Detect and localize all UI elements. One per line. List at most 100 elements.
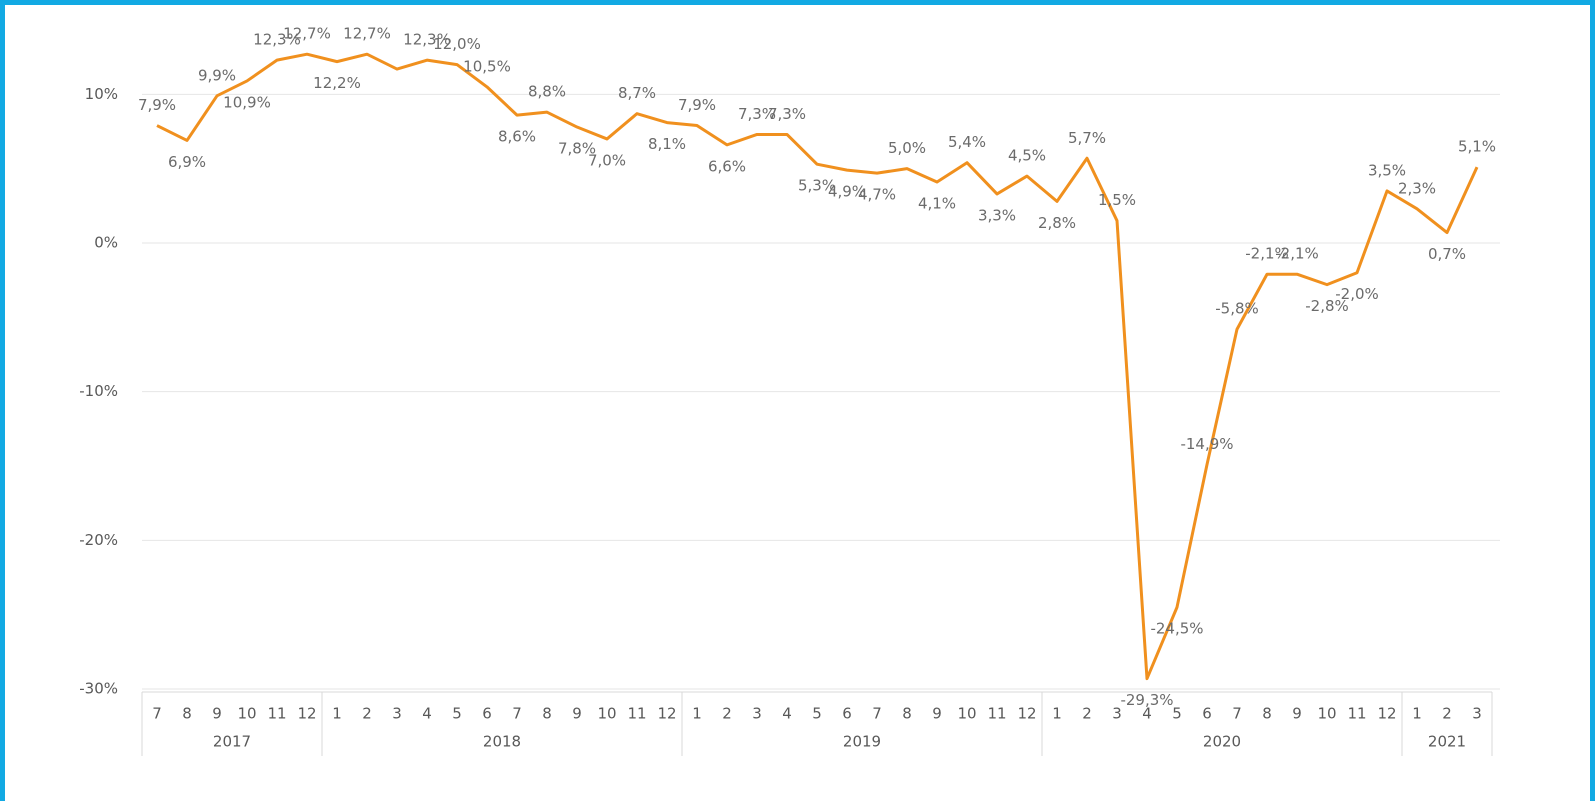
- y-tick-label: -30%: [79, 680, 118, 698]
- x-tick-label: 9: [212, 705, 222, 723]
- x-tick-label: 1: [692, 705, 702, 723]
- x-tick-label: 7: [1232, 705, 1242, 723]
- x-tick-label: 5: [1172, 705, 1182, 723]
- data-label: 9,9%: [198, 66, 236, 84]
- data-label: 2,3%: [1398, 179, 1436, 197]
- data-label: 7,0%: [588, 151, 626, 169]
- x-tick-label: 7: [152, 705, 162, 723]
- data-label: -29,3%: [1120, 691, 1173, 709]
- x-tick-label: 2: [722, 705, 732, 723]
- data-label: -24,5%: [1150, 620, 1203, 638]
- x-tick-label: 11: [267, 705, 286, 723]
- x-tick-label: 9: [1292, 705, 1302, 723]
- x-tick-label: 4: [1142, 705, 1152, 723]
- y-tick-label: -20%: [79, 531, 118, 549]
- x-group-label: 2018: [483, 733, 521, 751]
- x-tick-label: 10: [237, 705, 256, 723]
- x-tick-label: 4: [782, 705, 792, 723]
- data-label: 7,9%: [138, 96, 176, 114]
- x-tick-label: 10: [957, 705, 976, 723]
- x-tick-label: 4: [422, 705, 432, 723]
- data-label: 5,0%: [888, 139, 926, 157]
- data-label: 4,9%: [828, 183, 866, 201]
- data-label: 6,6%: [708, 157, 746, 175]
- x-tick-label: 6: [1202, 705, 1212, 723]
- x-tick-label: 1: [332, 705, 342, 723]
- data-label: 1,5%: [1098, 191, 1136, 209]
- x-tick-label: 3: [1472, 705, 1482, 723]
- data-label: 5,7%: [1068, 129, 1106, 147]
- x-tick-label: 11: [1347, 705, 1366, 723]
- x-tick-label: 3: [752, 705, 762, 723]
- data-label: -2,1%: [1275, 245, 1319, 263]
- data-label: 8,7%: [618, 84, 656, 102]
- x-group-label: 2019: [843, 733, 881, 751]
- data-label: -2,8%: [1305, 297, 1349, 315]
- data-label: 12,3%: [403, 31, 451, 49]
- x-tick-label: 2: [1442, 705, 1452, 723]
- data-label: 7,8%: [558, 140, 596, 158]
- x-tick-label: 3: [392, 705, 402, 723]
- data-label: 4,5%: [1008, 147, 1046, 165]
- x-tick-label: 12: [1017, 705, 1036, 723]
- data-label: 12,2%: [313, 74, 361, 92]
- x-tick-label: 9: [932, 705, 942, 723]
- data-label: 4,1%: [918, 195, 956, 213]
- x-tick-label: 7: [512, 705, 522, 723]
- x-tick-label: 5: [812, 705, 822, 723]
- x-tick-label: 12: [657, 705, 676, 723]
- x-tick-label: 2: [1082, 705, 1092, 723]
- x-tick-label: 10: [1317, 705, 1336, 723]
- x-group-label: 2021: [1428, 733, 1466, 751]
- data-label: 12,7%: [283, 25, 331, 43]
- data-label: -5,8%: [1215, 300, 1259, 318]
- data-label: 5,4%: [948, 133, 986, 151]
- data-label: 2,8%: [1038, 214, 1076, 232]
- x-tick-label: 6: [482, 705, 492, 723]
- data-label: 7,3%: [738, 105, 776, 123]
- data-label: 10,5%: [463, 57, 511, 75]
- data-label: 8,6%: [498, 128, 536, 146]
- data-label: 4,7%: [858, 186, 896, 204]
- x-tick-label: 9: [572, 705, 582, 723]
- x-tick-label: 6: [842, 705, 852, 723]
- data-label: 8,8%: [528, 83, 566, 101]
- x-tick-label: 3: [1112, 705, 1122, 723]
- y-tick-label: 0%: [94, 234, 118, 252]
- data-label: 10,9%: [223, 93, 271, 111]
- x-tick-label: 8: [542, 705, 552, 723]
- data-label: 12,7%: [343, 25, 391, 43]
- x-tick-label: 8: [1262, 705, 1272, 723]
- x-tick-label: 1: [1412, 705, 1422, 723]
- data-label: 12,0%: [433, 35, 481, 53]
- x-tick-label: 10: [597, 705, 616, 723]
- data-label: -14,9%: [1180, 435, 1233, 453]
- x-group-label: 2017: [213, 733, 251, 751]
- y-tick-label: 10%: [85, 85, 118, 103]
- x-tick-label: 5: [452, 705, 462, 723]
- data-label: 3,3%: [978, 206, 1016, 224]
- x-tick-label: 7: [872, 705, 882, 723]
- x-group-label: 2020: [1203, 733, 1241, 751]
- x-tick-label: 1: [1052, 705, 1062, 723]
- data-label: 5,1%: [1458, 138, 1496, 156]
- x-tick-label: 12: [1377, 705, 1396, 723]
- data-label: 8,1%: [648, 135, 686, 153]
- x-tick-label: 8: [902, 705, 912, 723]
- data-label: 3,5%: [1368, 161, 1406, 179]
- data-label: 12,3%: [253, 31, 301, 49]
- x-tick-label: 12: [297, 705, 316, 723]
- data-label: 7,3%: [768, 105, 806, 123]
- y-tick-label: -10%: [79, 382, 118, 400]
- x-tick-label: 2: [362, 705, 372, 723]
- data-label: 7,9%: [678, 96, 716, 114]
- data-label: -2,0%: [1335, 285, 1379, 303]
- data-label: 6,9%: [168, 153, 206, 171]
- line: [156, 52, 1479, 681]
- x-tick-label: 8: [182, 705, 192, 723]
- data-label: -2,1%: [1245, 245, 1289, 263]
- data-label: 0,7%: [1428, 245, 1466, 263]
- data-label: 5,3%: [798, 177, 836, 195]
